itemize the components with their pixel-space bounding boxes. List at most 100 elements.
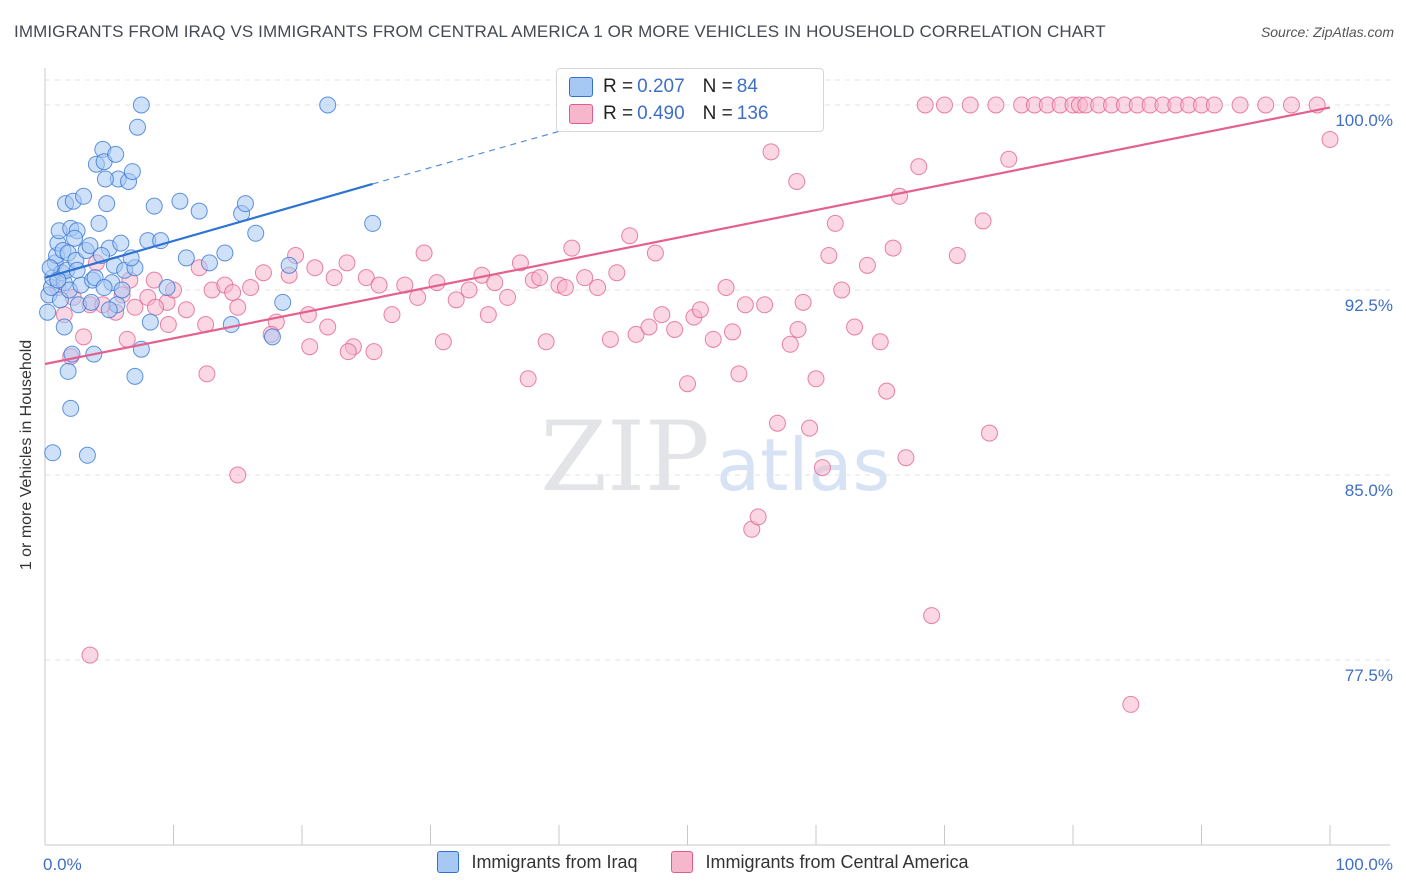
- central-america-point: [1000, 150, 1018, 168]
- central-america-point: [447, 291, 465, 309]
- iraq-point: [216, 244, 234, 262]
- legend-n-label: N =: [702, 76, 733, 97]
- series-legend: Immigrants from Iraq Immigrants from Cen…: [0, 851, 1406, 873]
- central-america-point: [640, 318, 658, 336]
- central-america-point: [254, 264, 272, 282]
- central-america-point: [325, 269, 343, 287]
- iraq-point: [126, 367, 144, 385]
- legend-r-label: R =: [603, 76, 634, 97]
- y-tick-label: 85.0%: [1345, 481, 1393, 500]
- central-america-point: [813, 459, 831, 477]
- iraq-point: [236, 195, 254, 213]
- central-america-point: [383, 306, 401, 324]
- iraq-point: [123, 163, 141, 181]
- central-america-point: [826, 214, 844, 232]
- central-america-point: [871, 333, 889, 351]
- y-tick-label: 92.5%: [1345, 296, 1393, 315]
- grid-lines: [45, 79, 1390, 661]
- central-america-point: [833, 281, 851, 299]
- x-tick-label: 100.0%: [1335, 855, 1393, 874]
- central-america-point: [563, 239, 581, 257]
- central-america-point: [486, 274, 504, 292]
- chart-title: IMMIGRANTS FROM IRAQ VS IMMIGRANTS FROM …: [14, 22, 1106, 41]
- central-america-point: [627, 325, 645, 343]
- iraq-trend-extension: [372, 121, 592, 185]
- central-america-point: [910, 158, 928, 176]
- legend-r-value: 0.207: [637, 76, 685, 97]
- watermark-zip: ZIP: [540, 401, 709, 513]
- central-america-point: [789, 320, 807, 338]
- iraq-trend-line: [44, 182, 373, 279]
- central-america-point: [319, 318, 337, 336]
- iraq-point: [59, 362, 77, 380]
- central-america-point: [1321, 131, 1339, 149]
- iraq-point: [145, 197, 163, 215]
- legend-r-value: 0.490: [637, 103, 685, 124]
- central-america-point: [621, 227, 639, 245]
- iraq-point: [112, 234, 130, 252]
- central-america-point: [338, 254, 356, 272]
- tick-labels: 77.5% 85.0% 92.5% 100.0% 0.0% 100.0%: [43, 111, 1393, 874]
- central-america-point: [781, 335, 799, 353]
- central-america-point: [75, 328, 93, 346]
- iraq-point: [190, 202, 208, 220]
- legend-r-label: R =: [603, 103, 634, 124]
- iraq-point: [141, 313, 159, 331]
- central-america-point: [306, 259, 324, 277]
- central-america-point: [820, 246, 838, 264]
- central-america-point: [730, 365, 748, 383]
- central-america-point: [897, 449, 915, 467]
- central-america-point: [159, 316, 177, 334]
- iraq-point: [96, 170, 114, 188]
- iraq-point: [75, 187, 93, 205]
- iraq-point: [364, 214, 382, 232]
- iraq-point: [55, 318, 73, 336]
- central-america-point: [301, 338, 319, 356]
- central-america-point: [177, 301, 195, 319]
- central-america-point: [846, 318, 864, 336]
- central-america-point: [299, 306, 317, 324]
- central-america-point: [537, 333, 555, 351]
- iraq-point: [129, 118, 147, 136]
- central-america-point: [531, 269, 549, 287]
- central-america-point: [370, 276, 388, 294]
- central-america-point: [916, 96, 934, 114]
- y-tick-label: 100.0%: [1335, 111, 1393, 130]
- central-america-point: [242, 279, 260, 297]
- central-america-point: [460, 281, 478, 299]
- central-america-point: [229, 298, 247, 316]
- iraq-point: [107, 145, 125, 163]
- iraq-point: [263, 328, 281, 346]
- watermark-atlas: atlas: [716, 423, 890, 507]
- central-america-trend-line: [44, 106, 1331, 366]
- iraq-point: [44, 444, 62, 462]
- central-america-point: [145, 271, 163, 289]
- central-america-point: [118, 330, 136, 348]
- central-america-point: [891, 187, 909, 205]
- watermark: ZIP atlas: [540, 401, 890, 513]
- iraq-point: [177, 249, 195, 267]
- iraq-point: [95, 279, 113, 297]
- central-america-point: [736, 296, 754, 314]
- central-america-point: [339, 343, 357, 361]
- central-america-point: [1122, 695, 1140, 713]
- series-legend-central-america[interactable]: Immigrants from Central America: [671, 851, 969, 873]
- central-america-point: [357, 269, 375, 287]
- axes: [44, 68, 1390, 846]
- central-america-point: [858, 256, 876, 274]
- central-america-point: [126, 298, 144, 316]
- central-america-point: [653, 306, 671, 324]
- central-america-point: [987, 96, 1005, 114]
- central-america-point: [948, 246, 966, 264]
- central-america-point: [428, 274, 446, 292]
- central-america-point: [1231, 96, 1249, 114]
- iraq-point: [113, 281, 131, 299]
- x-tick-label: 0.0%: [43, 855, 82, 874]
- central-america-point: [646, 244, 664, 262]
- iraq-point: [82, 293, 100, 311]
- iraq-point: [319, 96, 337, 114]
- iraq-point: [62, 399, 80, 417]
- iraq-point: [274, 293, 292, 311]
- iraq-point: [158, 279, 176, 297]
- series-legend-iraq[interactable]: Immigrants from Iraq: [437, 851, 637, 873]
